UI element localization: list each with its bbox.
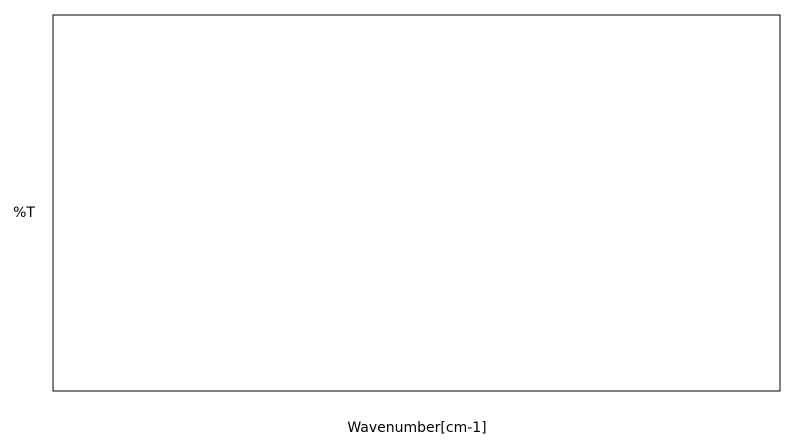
plot-frame	[52, 14, 781, 392]
x-axis-title: Wavenumber[cm-1]	[347, 420, 486, 436]
y-axis-title: %T	[13, 205, 35, 221]
